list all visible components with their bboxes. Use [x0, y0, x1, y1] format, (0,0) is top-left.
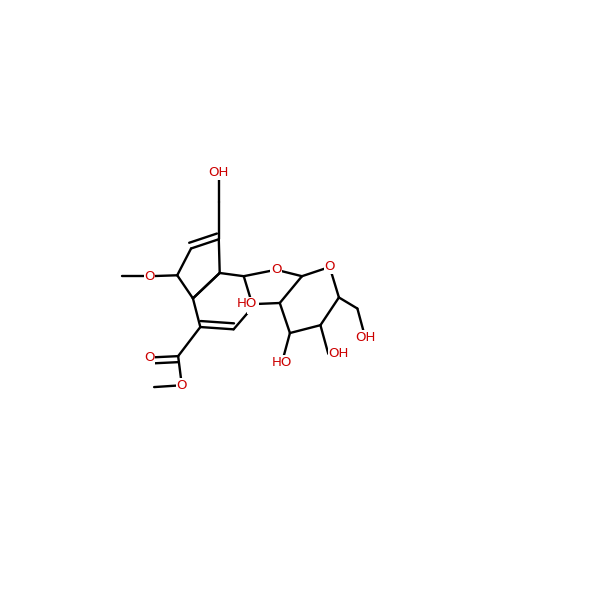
Text: OH: OH — [328, 347, 349, 361]
Text: HO: HO — [272, 356, 292, 368]
Text: O: O — [144, 270, 155, 283]
Text: O: O — [248, 300, 258, 313]
Text: O: O — [176, 379, 187, 392]
Text: O: O — [325, 260, 335, 274]
Text: O: O — [271, 263, 281, 276]
Text: O: O — [144, 351, 155, 364]
Text: HO: HO — [237, 298, 257, 310]
Text: OH: OH — [209, 166, 229, 179]
Text: OH: OH — [355, 331, 376, 344]
